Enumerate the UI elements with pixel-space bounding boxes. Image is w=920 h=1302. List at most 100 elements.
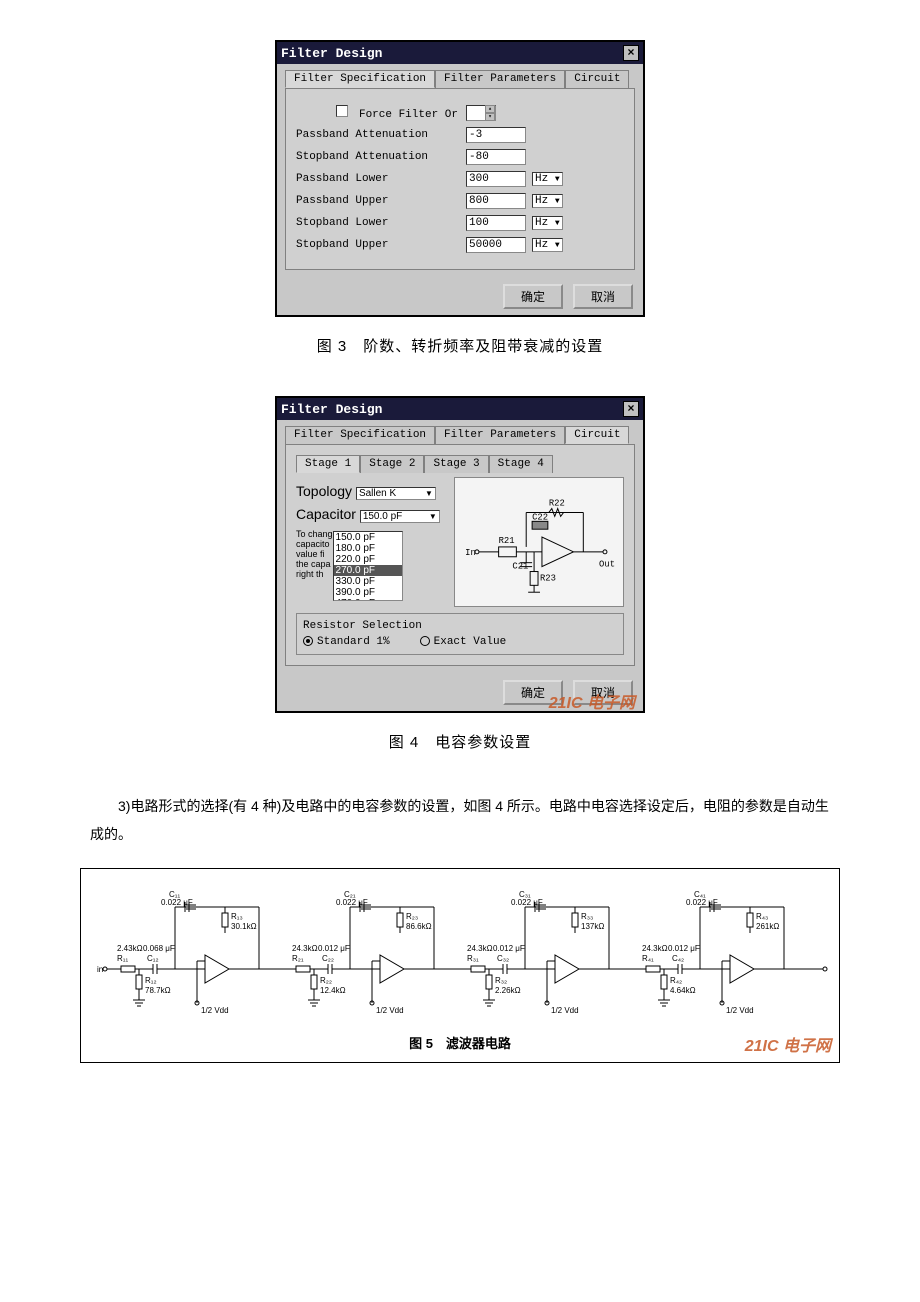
svg-text:R₃₂: R₃₂ [495, 976, 507, 985]
stopband-lower-label: Stopband Lower [296, 217, 466, 229]
filter-circuit-svg: inR₁₁2.43kΩR₁₂78.7kΩC₁₂0.068 μF1/2 VddC₁… [91, 879, 831, 1029]
passband-lower-input[interactable] [466, 171, 526, 187]
dialog-title: Filter Design [281, 46, 382, 61]
svg-text:1/2 Vdd: 1/2 Vdd [726, 1006, 754, 1015]
capacitor-listbox[interactable]: 150.0 pF 180.0 pF 220.0 pF 270.0 pF 330.… [333, 531, 403, 601]
svg-text:24.3kΩ: 24.3kΩ [292, 944, 318, 953]
stepper-up-icon[interactable]: ▴ [485, 105, 495, 113]
circuit-panel: Stage 1 Stage 2 Stage 3 Stage 4 Topology… [285, 444, 635, 666]
topology-select[interactable]: Sallen K▼ [356, 487, 436, 500]
svg-text:78.7kΩ: 78.7kΩ [145, 986, 171, 995]
tab-circuit[interactable]: Circuit [565, 70, 629, 88]
tab-filter-specification[interactable]: Filter Specification [285, 426, 435, 444]
svg-text:0.022 μF: 0.022 μF [686, 898, 718, 907]
close-icon[interactable]: × [623, 45, 639, 61]
tab-filter-parameters[interactable]: Filter Parameters [435, 70, 565, 88]
stopband-lower-input[interactable] [466, 215, 526, 231]
svg-text:R₂₃: R₂₃ [406, 912, 418, 921]
cancel-button[interactable]: 取消 [573, 680, 633, 705]
passband-lower-label: Passband Lower [296, 173, 466, 185]
svg-text:1/2 Vdd: 1/2 Vdd [376, 1006, 404, 1015]
tab-filter-specification[interactable]: Filter Specification [285, 70, 435, 88]
svg-text:Out: Out [599, 560, 615, 570]
radio-exact-value[interactable]: Exact Value [420, 636, 507, 648]
close-icon[interactable]: × [623, 401, 639, 417]
tab-stage-4[interactable]: Stage 4 [489, 455, 553, 473]
svg-text:0.012 μF: 0.012 μF [668, 944, 700, 953]
svg-text:0.022 μF: 0.022 μF [161, 898, 193, 907]
chevron-down-icon: ▼ [425, 489, 433, 498]
tab-circuit[interactable]: Circuit [565, 426, 629, 444]
help-text: To chang capacito value fi the capa righ… [296, 529, 333, 601]
force-filter-label: Force Filter Or [359, 109, 458, 121]
svg-text:in: in [97, 965, 103, 974]
stopband-lower-unit-select[interactable]: Hz ▼ [532, 216, 563, 230]
capacitor-select[interactable]: 150.0 pF▼ [360, 510, 440, 523]
figure-5-caption: 图 5 滤波器电路 [91, 1033, 829, 1052]
list-item[interactable]: 270.0 pF [334, 565, 402, 576]
titlebar: Filter Design × [277, 42, 643, 64]
svg-text:R₂₁: R₂₁ [292, 954, 304, 963]
svg-text:1/2 Vdd: 1/2 Vdd [551, 1006, 579, 1015]
svg-text:137kΩ: 137kΩ [581, 922, 604, 931]
cancel-button[interactable]: 取消 [573, 284, 633, 309]
svg-text:C22: C22 [532, 512, 548, 522]
stopband-upper-input[interactable] [466, 237, 526, 253]
svg-text:0.012 μF: 0.012 μF [493, 944, 525, 953]
radio-standard-1pct[interactable]: Standard 1% [303, 636, 390, 648]
stopband-upper-unit-select[interactable]: Hz ▼ [532, 238, 563, 252]
list-item[interactable]: 180.0 pF [334, 543, 402, 554]
svg-text:12.4kΩ: 12.4kΩ [320, 986, 346, 995]
list-item[interactable]: 390.0 pF [334, 587, 402, 598]
svg-text:R22: R22 [549, 499, 565, 509]
passband-upper-label: Passband Upper [296, 195, 466, 207]
ok-button[interactable]: 确定 [503, 680, 563, 705]
chevron-down-icon: ▼ [555, 241, 560, 250]
filter-design-dialog-1: Filter Design × Filter Specification Fil… [275, 40, 645, 317]
passband-upper-input[interactable] [466, 193, 526, 209]
svg-text:R₄₂: R₄₂ [670, 976, 682, 985]
svg-text:C₂₂: C₂₂ [322, 954, 334, 963]
passband-att-input[interactable] [466, 127, 526, 143]
body-paragraph: 3)电路形式的选择(有 4 种)及电路中的电容参数的设置，如图 4 所示。电路中… [90, 792, 830, 848]
list-item[interactable]: 470.0 pF [334, 598, 402, 601]
titlebar: Filter Design × [277, 398, 643, 420]
figure-3-caption: 图 3 阶数、转折频率及阻带衰减的设置 [80, 335, 840, 356]
list-item[interactable]: 150.0 pF [334, 532, 402, 543]
tab-stage-1[interactable]: Stage 1 [296, 455, 360, 473]
main-tabs: Filter Specification Filter Parameters C… [277, 64, 643, 88]
chevron-down-icon: ▼ [555, 175, 560, 184]
svg-text:261kΩ: 261kΩ [756, 922, 779, 931]
stopband-att-input[interactable] [466, 149, 526, 165]
passband-upper-unit-select[interactable]: Hz ▼ [532, 194, 563, 208]
svg-text:R₁₃: R₁₃ [231, 912, 243, 921]
svg-text:R23: R23 [540, 573, 556, 583]
svg-text:R₁₂: R₁₂ [145, 976, 157, 985]
chevron-down-icon: ▼ [555, 197, 560, 206]
stopband-att-label: Stopband Attenuation [296, 151, 466, 163]
tab-stage-2[interactable]: Stage 2 [360, 455, 424, 473]
stepper-down-icon[interactable]: ▾ [485, 113, 495, 121]
list-item[interactable]: 220.0 pF [334, 554, 402, 565]
svg-text:1/2 Vdd: 1/2 Vdd [201, 1006, 229, 1015]
svg-text:R₃₁: R₃₁ [467, 954, 479, 963]
svg-text:0.068 μF: 0.068 μF [143, 944, 175, 953]
tab-filter-parameters[interactable]: Filter Parameters [435, 426, 565, 444]
svg-text:R21: R21 [499, 536, 515, 546]
passband-att-label: Passband Attenuation [296, 129, 466, 141]
svg-text:R₃₃: R₃₃ [581, 912, 593, 921]
svg-text:2.26kΩ: 2.26kΩ [495, 986, 521, 995]
svg-text:24.3kΩ: 24.3kΩ [467, 944, 493, 953]
svg-text:In: In [465, 548, 476, 558]
figure-5-schematic: inR₁₁2.43kΩR₁₂78.7kΩC₁₂0.068 μF1/2 VddC₁… [80, 868, 840, 1063]
ok-button[interactable]: 确定 [503, 284, 563, 309]
force-filter-checkbox[interactable] [336, 105, 348, 117]
svg-text:30.1kΩ: 30.1kΩ [231, 922, 257, 931]
passband-lower-unit-select[interactable]: Hz ▼ [532, 172, 563, 186]
chevron-down-icon: ▼ [429, 512, 437, 521]
resistor-group-label: Resistor Selection [303, 620, 422, 632]
list-item[interactable]: 330.0 pF [334, 576, 402, 587]
main-tabs: Filter Specification Filter Parameters C… [277, 420, 643, 444]
tab-stage-3[interactable]: Stage 3 [424, 455, 488, 473]
order-stepper[interactable]: ▴▾ [466, 105, 496, 121]
